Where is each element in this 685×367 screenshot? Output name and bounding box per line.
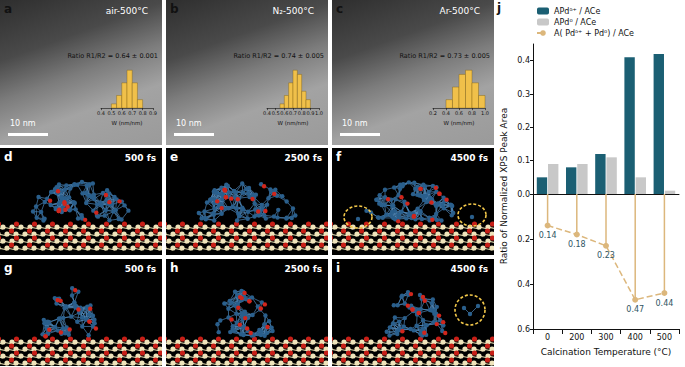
svg-text:0.9: 0.9 [306,110,314,116]
html-text:4500 fs: 4500 fs [450,153,488,163]
html-text:i: i [336,261,341,275]
html-text:2500 fs: 2500 fs [284,264,322,274]
html-text:Ratio R1/R2 = 0.64 ± 0.001: Ratio R1/R2 = 0.64 ± 0.001 [67,52,158,60]
svg-text:0.5: 0.5 [107,110,115,116]
svg-text:Calcination Temperature (°C): Calcination Temperature (°C) [541,347,672,357]
svg-text:0.3: 0.3 [517,90,530,99]
svg-text:W (nm/nm): W (nm/nm) [277,120,308,126]
svg-text:0.23: 0.23 [597,251,615,260]
svg-text:200: 200 [569,333,584,342]
svg-text:0.18: 0.18 [568,240,586,249]
svg-text:400: 400 [628,333,643,342]
html-text:d: d [4,150,13,164]
html-text:4500 fs: 4500 fs [450,264,488,274]
svg-text:0.9: 0.9 [149,110,157,116]
svg-text:1.0: 1.0 [315,110,323,116]
svg-text:0.4: 0.4 [517,280,530,289]
html-text:air-500°C: air-500°C [105,6,148,16]
svg-text:0.4: 0.4 [517,56,530,65]
svg-text:0.7: 0.7 [289,110,297,116]
svg-text:1.0: 1.0 [481,110,489,116]
svg-text:0.47: 0.47 [626,305,644,314]
html-text:h: h [170,261,179,275]
svg-text:500: 500 [657,333,672,342]
html-text:c: c [336,2,344,16]
svg-text:0.5: 0.5 [272,110,280,116]
svg-text:0.2: 0.2 [429,110,437,116]
svg-text:0.8: 0.8 [298,110,306,116]
html-text:N₂-500°C: N₂-500°C [272,6,314,16]
html-text:2500 fs: 2500 fs [284,153,322,163]
html-text:Ar-500°C: Ar-500°C [439,6,480,16]
html-text:g: g [4,261,13,275]
svg-text:A( Pdᵟ⁺ + Pd⁰) / ACe: A( Pdᵟ⁺ + Pd⁰) / ACe [554,29,634,38]
svg-text:0.4: 0.4 [442,110,450,116]
html-text:b: b [170,2,179,16]
svg-text:0.14: 0.14 [539,231,557,240]
svg-text:0: 0 [545,333,550,342]
svg-text:W (nm/nm): W (nm/nm) [111,120,142,126]
html-text:a: a [4,2,13,16]
html-text:Ratio R1/R2 = 0.74 ± 0.005: Ratio R1/R2 = 0.74 ± 0.005 [233,52,324,60]
svg-text:0.4: 0.4 [97,110,105,116]
html-text:500 fs: 500 fs [124,153,156,163]
svg-text:0.44: 0.44 [655,299,673,308]
svg-text:0.1: 0.1 [517,156,530,165]
svg-text:0.6: 0.6 [280,110,288,116]
svg-text:0.8: 0.8 [139,110,147,116]
html-text:Ratio R1/R2 = 0.73 ± 0.005: Ratio R1/R2 = 0.73 ± 0.005 [399,52,490,60]
svg-text:0.2: 0.2 [517,123,530,132]
html-text:e: e [170,150,179,164]
html-text:500 fs: 500 fs [124,264,156,274]
svg-text:300: 300 [598,333,613,342]
svg-text:0.0: 0.0 [517,190,530,199]
svg-text:0.7: 0.7 [128,110,136,116]
svg-text:W (nm/nm): W (nm/nm) [443,120,474,126]
svg-text:0.6: 0.6 [118,110,126,116]
html-text:10 nm: 10 nm [342,119,368,128]
svg-text:APd⁰ / ACe: APd⁰ / ACe [554,18,596,27]
html-text:10 nm: 10 nm [10,119,36,128]
html-text:10 nm: 10 nm [176,119,202,128]
svg-text:APdᵟ⁺ / ACe: APdᵟ⁺ / ACe [554,7,600,16]
svg-text:0.2: 0.2 [517,235,530,244]
svg-text:0.8: 0.8 [468,110,476,116]
svg-text:j: j [496,1,501,15]
svg-text:Ratio of Normalized XPS Peak A: Ratio of Normalized XPS Peak Area [499,108,509,265]
svg-text:0.6: 0.6 [455,110,463,116]
svg-text:0.4: 0.4 [263,110,271,116]
html-text:f: f [336,150,342,164]
svg-text:0.6: 0.6 [517,325,530,334]
